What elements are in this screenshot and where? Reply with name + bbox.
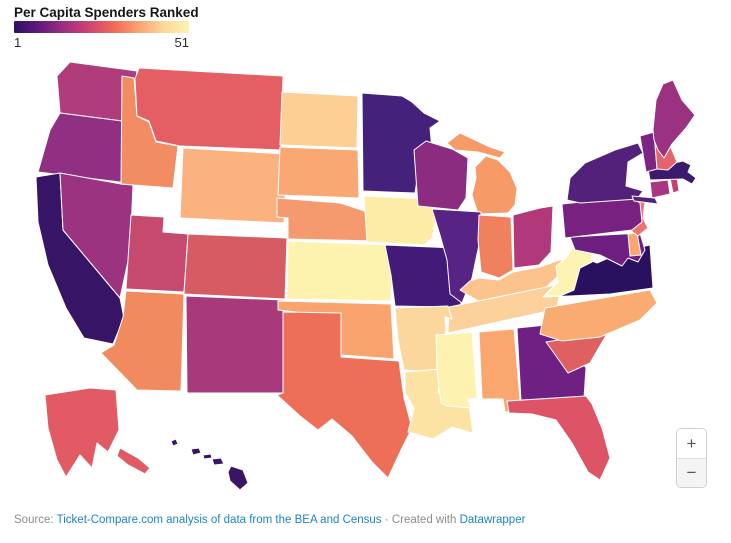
state-north-dakota[interactable] (279, 91, 359, 149)
state-hawaii[interactable] (227, 465, 249, 491)
state-hawaii[interactable] (170, 438, 179, 447)
state-connecticut[interactable] (649, 179, 671, 199)
state-ohio[interactable] (512, 205, 554, 269)
state-new-york[interactable] (566, 142, 644, 204)
state-utah[interactable] (125, 214, 189, 293)
state-kansas[interactable] (286, 240, 394, 302)
state-idaho[interactable] (120, 75, 179, 189)
legend-max-label: 51 (174, 35, 189, 50)
state-new-mexico[interactable] (185, 295, 284, 394)
legend: 1 51 (14, 21, 189, 50)
state-wisconsin[interactable] (413, 140, 469, 211)
zoom-out-button[interactable]: − (677, 458, 706, 487)
state-alaska[interactable] (116, 447, 151, 475)
legend-min-label: 1 (14, 35, 22, 50)
state-north-carolina[interactable] (539, 289, 658, 342)
state-hawaii[interactable] (202, 453, 213, 460)
source-link[interactable]: Ticket-Compare.com analysis of data from… (56, 514, 382, 526)
datawrapper-link[interactable]: Datawrapper (459, 514, 526, 526)
chart-title: Per Capita Spenders Ranked (14, 5, 199, 20)
state-pennsylvania[interactable] (561, 196, 643, 239)
state-texas[interactable] (276, 311, 413, 479)
state-mississippi[interactable] (435, 331, 478, 409)
state-montana[interactable] (134, 67, 284, 151)
legend-gradient-bar (14, 21, 189, 33)
state-wyoming[interactable] (179, 147, 288, 224)
state-indiana[interactable] (477, 214, 514, 279)
state-maryland[interactable] (569, 232, 646, 267)
state-arizona[interactable] (100, 290, 185, 392)
attribution-footer: Source: Ticket-Compare.com analysis of d… (14, 514, 525, 526)
state-hawaii[interactable] (211, 457, 225, 466)
state-south-dakota[interactable] (277, 146, 360, 199)
state-hawaii[interactable] (190, 447, 202, 456)
state-michigan[interactable] (446, 132, 506, 159)
state-minnesota[interactable] (361, 92, 441, 194)
state-nebraska[interactable] (276, 197, 377, 242)
footer-separator: · (384, 514, 389, 526)
state-colorado[interactable] (183, 233, 288, 300)
state-maine[interactable] (652, 79, 696, 159)
state-alaska[interactable] (44, 387, 120, 478)
map-zoom-controls: + − (676, 428, 707, 488)
created-with-label: Created with (391, 514, 457, 526)
states-group (35, 61, 697, 491)
state-louisiana[interactable] (404, 368, 474, 440)
state-florida[interactable] (506, 395, 611, 481)
zoom-in-button[interactable]: + (677, 429, 706, 458)
state-michigan[interactable] (471, 155, 518, 215)
source-prefix: Source: (14, 514, 54, 526)
